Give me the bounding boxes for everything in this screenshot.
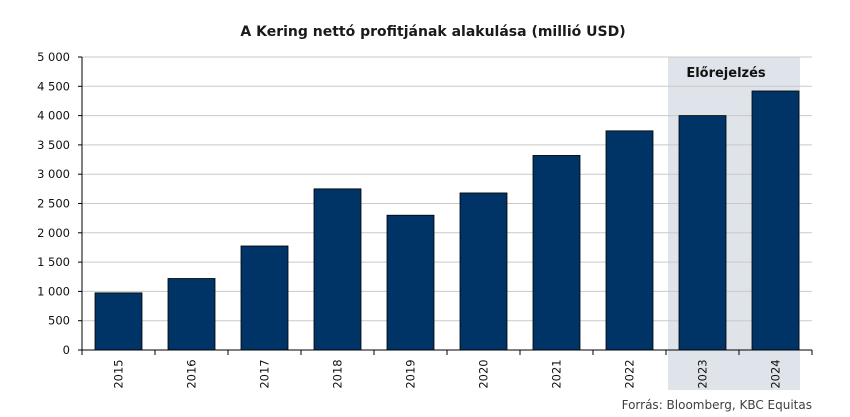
x-tick-label: 2023 (696, 359, 710, 388)
y-tick-label: 1 500 (37, 255, 70, 269)
bar-2020 (459, 192, 508, 351)
x-tick-label: 2019 (404, 359, 418, 388)
bar-2016 (167, 278, 216, 351)
y-tick-label: 500 (48, 314, 70, 328)
bar-2023 (678, 115, 727, 351)
y-tick-label: 0 (63, 343, 70, 357)
x-tick-label: 2022 (623, 359, 637, 388)
x-tick-label: 2015 (112, 359, 126, 388)
y-tick-label: 5 000 (37, 50, 70, 64)
x-tick-label: 2024 (769, 359, 783, 388)
y-tick-label: 2 500 (37, 197, 70, 211)
bar-2019 (386, 214, 435, 351)
bar-2018 (313, 188, 362, 351)
y-tick-label: 2 000 (37, 226, 70, 240)
bar-2015 (94, 292, 143, 351)
axes (78, 56, 813, 355)
y-tick-label: 3 500 (37, 138, 70, 152)
bar-2021 (532, 155, 581, 351)
y-tick-label: 4 500 (37, 79, 70, 93)
bar-2022 (605, 130, 654, 351)
bar-2017 (240, 245, 289, 351)
x-axis-tick-labels: 2015 2016 2017 2018 2019 2020 2021 2022 2023 2024 (112, 359, 783, 388)
source-note: Forrás: Bloomberg, KBC Equitas (622, 398, 812, 412)
x-tick-label: 2018 (331, 359, 345, 388)
x-tick-label: 2016 (185, 359, 199, 388)
x-tick-label: 2021 (550, 359, 564, 388)
y-tick-label: 4 000 (37, 109, 70, 123)
y-tick-label: 3 000 (37, 167, 70, 181)
bars (94, 90, 800, 351)
y-tick-label: 1 000 (37, 284, 70, 298)
y-axis-tick-labels: 0 500 1 000 1 500 2 000 2 500 3 000 3 500 4 000 4… (37, 50, 70, 357)
x-tick-label: 2017 (258, 359, 272, 388)
x-tick-label: 2020 (477, 359, 491, 388)
forecast-label: Előrejelzés (686, 66, 766, 81)
bar-2024 (751, 90, 800, 351)
chart-title: A Kering nettó profitjának alakulása (mi… (240, 24, 625, 40)
